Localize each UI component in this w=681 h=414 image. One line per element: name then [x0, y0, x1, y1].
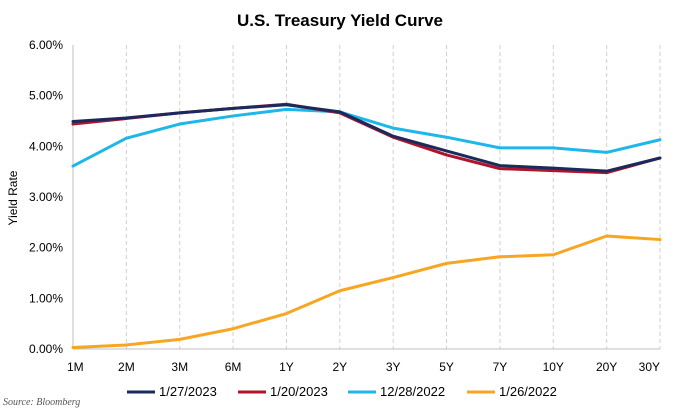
x-tick-label: 30Y [639, 360, 660, 374]
legend-label: 12/28/2022 [380, 384, 445, 399]
y-ticks: 0.00% 1.00% 2.00% 3.00% 4.00% 5.00% 6.00% [29, 38, 63, 356]
series-line [71, 107, 662, 168]
x-tick-label: 1M [67, 360, 84, 374]
x-tick-label: 6M [225, 360, 242, 374]
x-tick-label: 20Y [596, 360, 617, 374]
y-tick-label: 3.00% [29, 190, 63, 204]
x-tick-label: 3Y [386, 360, 401, 374]
x-ticks: 1M 2M 3M 6M 1Y 2Y 3Y 5Y 7Y 10Y 20Y 30Y [67, 360, 660, 374]
legend-label: 1/26/2022 [499, 384, 557, 399]
legend-label: 1/27/2023 [159, 384, 217, 399]
y-tick-label: 4.00% [29, 139, 63, 153]
y-tick-label: 0.00% [29, 342, 63, 356]
legend-label: 1/20/2023 [270, 384, 328, 399]
y-tick-label: 1.00% [29, 291, 63, 305]
series-lines [71, 102, 662, 349]
chart-title: U.S. Treasury Yield Curve [237, 11, 443, 30]
x-tick-label: 1Y [279, 360, 294, 374]
x-tick-label: 5Y [439, 360, 454, 374]
x-tick-label: 10Y [543, 360, 564, 374]
x-tick-label: 2Y [332, 360, 347, 374]
series-line [71, 103, 662, 173]
y-tick-label: 6.00% [29, 38, 63, 52]
series-line [71, 234, 662, 349]
x-tick-label: 2M [118, 360, 135, 374]
y-tick-label: 2.00% [29, 241, 63, 255]
source-note: Source: Bloomberg [3, 397, 81, 408]
x-tick-label: 7Y [493, 360, 508, 374]
y-axis-label: Yield Rate [6, 170, 20, 225]
grid [125, 45, 661, 349]
y-tick-label: 5.00% [29, 89, 63, 103]
legend: 1/27/2023 1/20/2023 12/28/2022 1/26/2022 [127, 384, 557, 399]
x-tick-label: 3M [171, 360, 188, 374]
axes [72, 45, 660, 350]
